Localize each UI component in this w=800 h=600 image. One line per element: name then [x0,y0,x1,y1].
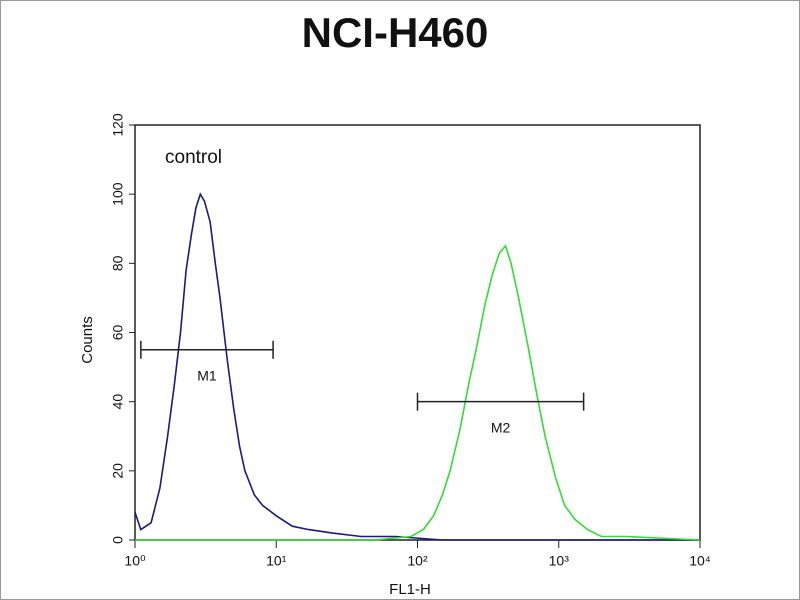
y-tick-label: 0 [110,536,126,544]
x-tick-label: 10⁰ [124,553,146,569]
histogram-line [135,244,701,541]
y-tick-label: 60 [110,325,126,341]
y-tick-label: 120 [110,113,126,137]
chart-title: NCI-H460 [302,9,489,56]
y-tick-label: 80 [110,255,126,271]
gate-label: M2 [491,419,511,435]
y-axis-label: Counts [79,316,96,364]
annotation: control [165,147,222,168]
x-tick-label: 10⁴ [689,553,711,569]
histogram-line [134,192,700,541]
x-tick-label: 10² [407,553,428,569]
x-axis-label: FL1-H [389,581,431,598]
x-tick-label: 10¹ [266,553,287,569]
y-tick-label: 100 [110,182,126,206]
y-tick-label: 40 [110,394,126,410]
plot-area [134,124,701,541]
x-tick-label: 10³ [549,553,570,569]
gate-label: M1 [197,367,217,383]
y-tick-label: 20 [110,463,126,479]
